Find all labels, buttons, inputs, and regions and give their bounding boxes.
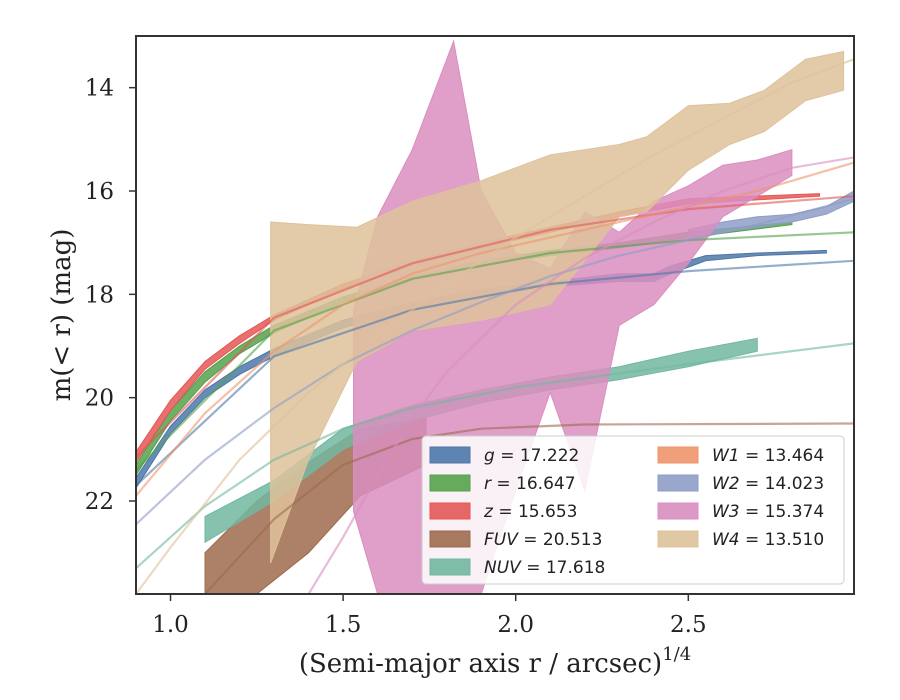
- legend-swatch-NUV: [429, 558, 471, 576]
- legend-swatch-W1: [657, 446, 699, 464]
- y-tick-label: 16: [85, 179, 114, 205]
- legend-label-W4: W4 = 13.510: [712, 530, 824, 550]
- model-line-NUV: [136, 342, 854, 570]
- y-axis-label: m(< r) (mag): [47, 229, 77, 402]
- model-line-g: [136, 259, 854, 487]
- profile-band-W4: [270, 50, 845, 564]
- model-line-z: [136, 195, 854, 458]
- x-tick-label: 1.5: [325, 612, 362, 638]
- model-line-FUV: [204, 422, 854, 594]
- legend-label-z: z = 15.653: [483, 502, 577, 522]
- x-axis-ticks: 1.0 1.5 2.0 2.5: [152, 594, 707, 638]
- model-line-W2: [136, 197, 854, 526]
- legend-swatch-z: [429, 502, 471, 520]
- legend-swatch-r: [429, 474, 471, 492]
- legend-label-FUV: FUV = 20.513: [484, 530, 602, 550]
- plot-frame: [135, 35, 855, 595]
- legend-label-g: g = 17.222: [484, 446, 579, 466]
- legend-label-NUV: NUV = 17.618: [484, 558, 605, 578]
- model-line-r: [136, 231, 854, 471]
- model-line-W3: [307, 156, 854, 594]
- model-line-W1: [136, 161, 854, 497]
- legend: g = 17.222 r = 16.647 z = 15.653 FUV = 20.5…: [421, 435, 845, 585]
- y-tick-label: 22: [85, 489, 114, 515]
- y-axis-ticks: 14 16 18 20 22: [85, 76, 136, 515]
- x-axis-label: (Semi-major axis r / arcsec)1/4: [299, 644, 691, 679]
- y-tick-label: 20: [85, 386, 114, 412]
- x-tick-label: 2.0: [497, 612, 534, 638]
- legend-label-r: r = 16.647: [484, 474, 576, 494]
- legend-swatch-FUV: [429, 530, 471, 548]
- legend-swatch-W4: [657, 530, 699, 548]
- x-tick-label: 1.0: [152, 612, 189, 638]
- legend-frame: [421, 435, 845, 585]
- legend-swatch-W2: [657, 474, 699, 492]
- legend-label-W1: W1 = 13.464: [712, 446, 824, 466]
- y-tick-label: 18: [85, 282, 114, 308]
- legend-label-W2: W2 = 14.023: [712, 474, 824, 494]
- y-tick-label: 14: [85, 76, 114, 102]
- x-axis-label-exponent: 1/4: [662, 644, 691, 665]
- model-line-W4: [136, 58, 854, 594]
- legend-swatch-g: [429, 446, 471, 464]
- x-tick-label: 2.5: [670, 612, 707, 638]
- legend-swatch-W3: [657, 502, 699, 520]
- legend-label-W3: W3 = 15.374: [712, 502, 824, 522]
- models-layer: [136, 58, 854, 594]
